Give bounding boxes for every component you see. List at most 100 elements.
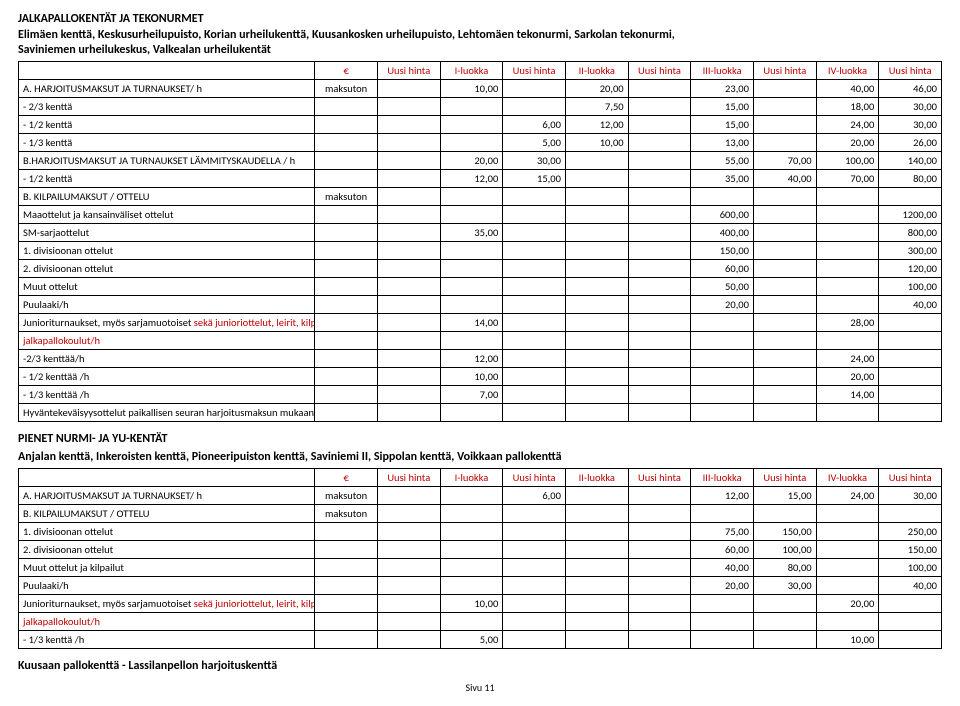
cell — [565, 541, 628, 559]
cell: 12,00 — [440, 350, 503, 368]
cell: 100,00 — [879, 278, 942, 296]
cell — [628, 116, 691, 134]
cell — [440, 523, 503, 541]
cell — [628, 224, 691, 242]
cell — [377, 170, 440, 188]
cell — [377, 134, 440, 152]
page-number: Sivu 11 — [18, 681, 942, 694]
cell — [628, 541, 691, 559]
table-row: B.HARJOITUSMAKSUT JA TURNAUKSET LÄMMITYS… — [19, 152, 942, 170]
cell — [440, 487, 503, 505]
cell: 23,00 — [691, 80, 754, 98]
cell — [503, 224, 566, 242]
cell: maksuton — [315, 188, 378, 206]
cell — [816, 224, 879, 242]
cell — [691, 505, 754, 523]
cell — [377, 613, 440, 631]
cell — [565, 368, 628, 386]
cell — [315, 296, 378, 314]
footer-title: Kuusaan pallokenttä - Lassilanpellon har… — [18, 659, 942, 673]
table-row: A. HARJOITUSMAKSUT JA TURNAUKSET/ hmaksu… — [19, 487, 942, 505]
cell — [691, 350, 754, 368]
row-label: A. HARJOITUSMAKSUT JA TURNAUKSET/ h — [19, 80, 315, 98]
table-row: 2. divisioonan ottelut60,00120,00 — [19, 260, 942, 278]
row-label: 2. divisioonan ottelut — [19, 541, 315, 559]
cell — [503, 350, 566, 368]
row-label: Muut ottelut ja kilpailut — [19, 559, 315, 577]
cell — [315, 170, 378, 188]
col-header: I-luokka — [440, 469, 503, 487]
cell — [879, 404, 942, 422]
col-header: IV-luokka — [816, 62, 879, 80]
cell — [816, 559, 879, 577]
cell — [753, 613, 816, 631]
cell — [628, 314, 691, 332]
cell: 20,00 — [816, 134, 879, 152]
cell — [565, 206, 628, 224]
cell — [628, 260, 691, 278]
cell — [565, 404, 628, 422]
cell — [503, 206, 566, 224]
row-label: - 2/3 kenttä — [19, 98, 315, 116]
table-row: B. KILPAILUMAKSUT / OTTELUmaksuton — [19, 505, 942, 523]
cell — [440, 134, 503, 152]
row-label: Muut ottelut — [19, 278, 315, 296]
cell — [503, 577, 566, 595]
col-header: Uusi hinta — [753, 62, 816, 80]
cell: 150,00 — [753, 523, 816, 541]
cell: 20,00 — [440, 152, 503, 170]
col-header: € — [315, 469, 378, 487]
cell — [628, 523, 691, 541]
cell — [503, 505, 566, 523]
cell: 28,00 — [816, 314, 879, 332]
cell — [753, 505, 816, 523]
table-row: jalkapallokoulut/h — [19, 332, 942, 350]
cell: 400,00 — [691, 224, 754, 242]
cell — [503, 98, 566, 116]
cell — [879, 368, 942, 386]
cell: 7,00 — [440, 386, 503, 404]
cell — [628, 98, 691, 116]
cell: 18,00 — [816, 98, 879, 116]
cell — [315, 386, 378, 404]
table-row: Muut ottelut 50,00 100,00 — [19, 278, 942, 296]
cell — [377, 152, 440, 170]
cell: 15,00 — [691, 116, 754, 134]
cell — [503, 559, 566, 577]
cell — [315, 523, 378, 541]
cell — [691, 368, 754, 386]
cell — [440, 541, 503, 559]
cell — [628, 487, 691, 505]
row-label: Hyväntekeväisyysottelut paikallisen seur… — [19, 404, 315, 422]
cell — [691, 314, 754, 332]
row-label: jalkapallokoulut/h — [19, 613, 315, 631]
table-row: - 1/3 kenttä /h5,0010,00 — [19, 631, 942, 649]
cell — [440, 242, 503, 260]
cell — [628, 134, 691, 152]
cell — [753, 404, 816, 422]
cell — [628, 242, 691, 260]
cell — [565, 224, 628, 242]
cell: 35,00 — [691, 170, 754, 188]
cell — [753, 242, 816, 260]
cell — [628, 278, 691, 296]
cell: 15,00 — [753, 487, 816, 505]
cell: 80,00 — [753, 559, 816, 577]
cell — [628, 559, 691, 577]
cell — [315, 577, 378, 595]
cell: 50,00 — [691, 278, 754, 296]
table-row: Hyväntekeväisyysottelut paikallisen seur… — [19, 404, 942, 422]
cell: 70,00 — [816, 170, 879, 188]
cell — [753, 278, 816, 296]
row-label: 1. divisioonan ottelut — [19, 523, 315, 541]
cell — [315, 404, 378, 422]
cell — [816, 278, 879, 296]
cell — [753, 332, 816, 350]
row-label: B. KILPAILUMAKSUT / OTTELU — [19, 188, 315, 206]
cell — [628, 631, 691, 649]
row-label: jalkapallokoulut/h — [19, 332, 315, 350]
table-2: €Uusi hintaI-luokkaUusi hintaII-luokkaUu… — [18, 468, 942, 649]
cell — [315, 541, 378, 559]
cell — [879, 631, 942, 649]
cell — [816, 613, 879, 631]
